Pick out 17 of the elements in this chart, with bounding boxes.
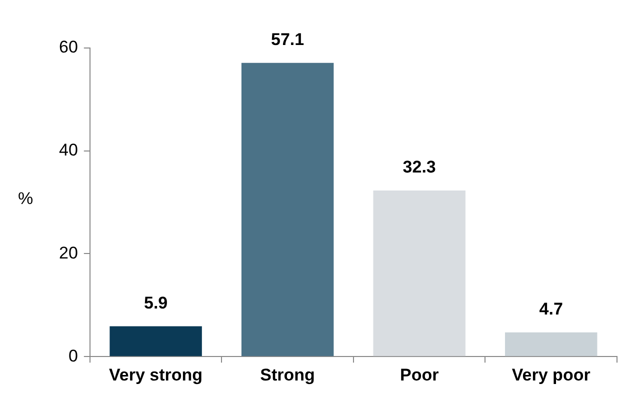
x-tick-label: Very poor <box>512 365 591 384</box>
y-axis-title: % <box>18 188 34 208</box>
y-tick-label: 0 <box>68 346 78 366</box>
data-label: 4.7 <box>539 300 563 319</box>
x-tick-label: Strong <box>260 365 315 384</box>
y-tick-label: 60 <box>58 38 78 57</box>
data-label: 32.3 <box>402 158 436 177</box>
data-label: 5.9 <box>144 293 168 312</box>
bar <box>504 332 598 356</box>
y-tick-label: 20 <box>58 243 78 262</box>
y-tick-label: 40 <box>58 140 78 160</box>
x-tick-label: Poor <box>400 365 440 384</box>
x-tick-label: Very strong <box>109 365 203 384</box>
bar <box>110 326 202 356</box>
bar <box>373 190 466 356</box>
bar <box>241 62 334 356</box>
data-label: 57.1 <box>271 30 304 50</box>
